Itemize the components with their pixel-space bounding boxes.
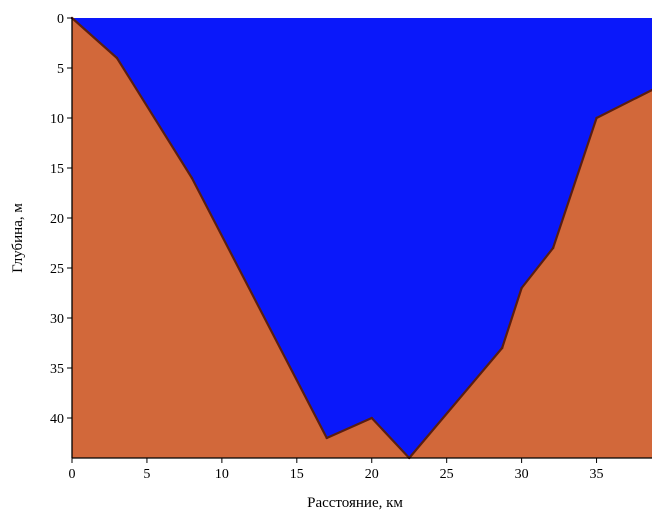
data-point-4 bbox=[370, 416, 373, 420]
y-tick-label-30: 30 bbox=[50, 312, 64, 327]
y-tick-label-0: 0 bbox=[57, 12, 64, 27]
y-tick-label-5: 5 bbox=[57, 62, 64, 77]
data-point-6 bbox=[500, 346, 504, 350]
water-area bbox=[72, 18, 652, 458]
y-axis-title: Глубина, м bbox=[10, 203, 26, 273]
y-tick-label-25: 25 bbox=[50, 262, 64, 277]
data-point-7 bbox=[520, 286, 523, 290]
data-point-9 bbox=[595, 116, 598, 120]
seabed-area bbox=[72, 18, 652, 458]
y-tick-label-20: 20 bbox=[50, 212, 64, 227]
points-layer bbox=[70, 16, 652, 460]
x-tick-label-20: 20 bbox=[365, 467, 379, 482]
x-axis-title: Расстояние, км bbox=[307, 495, 403, 511]
x-tick-label-0: 0 bbox=[69, 467, 76, 482]
data-point-8 bbox=[551, 246, 555, 250]
x-tick-label-25: 25 bbox=[440, 467, 454, 482]
x-tick-label-15: 15 bbox=[290, 467, 304, 482]
y-tick-label-15: 15 bbox=[50, 162, 64, 177]
y-tick-label-40: 40 bbox=[50, 412, 64, 427]
data-point-3 bbox=[325, 436, 328, 440]
data-point-1 bbox=[115, 56, 119, 60]
y-ticks: 0 5 10 15 20 25 30 35 40 bbox=[50, 12, 72, 427]
data-point-2 bbox=[190, 176, 194, 180]
x-tick-label-30: 30 bbox=[515, 467, 529, 482]
y-tick-label-35: 35 bbox=[50, 362, 64, 377]
x-tick-label-5: 5 bbox=[143, 467, 150, 482]
x-tick-label-35: 35 bbox=[590, 467, 604, 482]
x-ticks: 0 5 10 15 20 25 30 35 bbox=[69, 458, 604, 482]
y-tick-label-10: 10 bbox=[50, 112, 64, 127]
x-tick-label-10: 10 bbox=[215, 467, 229, 482]
